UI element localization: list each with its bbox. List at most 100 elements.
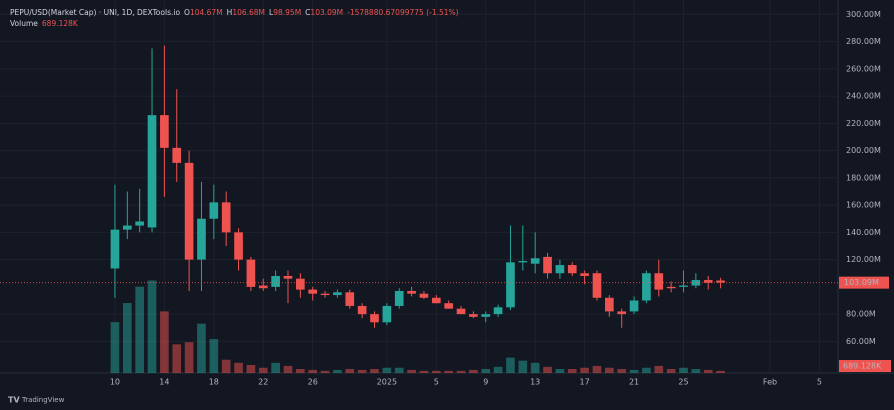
header-value: 98.95M — [273, 8, 301, 17]
candle-body — [679, 285, 688, 287]
x-tick-label: 18 — [209, 378, 219, 387]
candle-body — [543, 256, 552, 274]
volume-bar — [456, 370, 466, 373]
chart-title: PEPU/USD(Market Cap) · UNI, 1D, DEXTools… — [10, 8, 180, 17]
branding: TradingView — [21, 396, 65, 404]
x-tick-label: 21 — [629, 378, 639, 387]
candle-body — [394, 290, 404, 306]
volume-bar — [518, 360, 528, 373]
volume-value: 689.128K — [42, 19, 79, 28]
candle-body — [518, 260, 528, 263]
volume-bar — [110, 322, 120, 373]
y-tick-label: 280.00M — [846, 37, 881, 46]
candle-body — [258, 285, 268, 289]
volume-bar — [160, 311, 169, 373]
candle-body — [221, 202, 231, 233]
header-key: C — [305, 8, 310, 17]
volume-marker-label: 689.128K — [843, 362, 882, 371]
candle-body — [444, 303, 453, 309]
volume-bar — [283, 365, 293, 373]
volume-bar — [419, 370, 429, 373]
volume-bar — [592, 365, 602, 373]
volume-bar — [679, 367, 688, 373]
candle-body — [481, 314, 491, 317]
candle-body — [110, 229, 120, 269]
volume-bar — [543, 366, 552, 373]
y-tick-label: 80.00M — [846, 310, 876, 319]
x-tick-label: 17 — [580, 378, 590, 387]
candle-body — [592, 273, 602, 298]
volume-bar — [271, 362, 280, 373]
candle-body — [605, 297, 614, 312]
x-tick-label: 2025 — [377, 378, 397, 387]
volume-bar — [666, 368, 676, 373]
candle-body — [419, 293, 429, 298]
candle-body — [345, 292, 355, 306]
header-value: 103.09M — [310, 8, 343, 17]
candle-body — [617, 311, 627, 315]
volume-bar — [246, 364, 256, 373]
y-tick-label: 200.00M — [846, 146, 881, 155]
candle-body — [666, 286, 676, 289]
candle-body — [296, 278, 305, 290]
y-tick-label: 240.00M — [846, 92, 881, 101]
candle-body — [407, 290, 416, 294]
candle-body — [716, 280, 725, 283]
volume-bar — [394, 367, 404, 373]
volume-bar — [444, 370, 453, 373]
volume-bar — [320, 370, 330, 373]
candle-body — [567, 265, 577, 274]
y-tick-label: 140.00M — [846, 228, 881, 237]
header-key: H — [227, 8, 233, 17]
x-tick-label: 9 — [483, 378, 488, 387]
candle-body — [493, 307, 503, 315]
volume-bar — [555, 368, 565, 373]
volume-bar — [382, 367, 392, 373]
volume-bar — [197, 323, 206, 373]
candle-body — [246, 259, 256, 287]
volume-bar — [357, 369, 367, 373]
volume-bar — [345, 368, 355, 373]
volume-bar — [370, 368, 379, 373]
y-tick-label: 160.00M — [846, 201, 881, 210]
y-tick-label: 180.00M — [846, 173, 881, 182]
volume-bar — [716, 370, 725, 373]
candle-body — [530, 258, 540, 264]
candle-body — [122, 225, 132, 230]
y-tick-label: 120.00M — [846, 255, 881, 264]
candle-body — [234, 232, 243, 260]
volume-bar — [407, 369, 416, 373]
volume-bar — [308, 369, 318, 373]
candle-body — [320, 293, 330, 296]
x-tick-label: 5 — [817, 378, 822, 387]
volume-legend: Volume 689.128K — [10, 19, 79, 28]
x-tick-label: 22 — [258, 378, 268, 387]
y-tick-label: 220.00M — [846, 119, 881, 128]
candle-body — [703, 280, 713, 283]
candle-body — [209, 202, 219, 219]
volume-bar — [605, 367, 614, 373]
volume-bar — [691, 368, 701, 373]
candle-body — [370, 314, 379, 323]
x-tick-label: 14 — [159, 378, 169, 387]
volume-bar — [506, 357, 515, 373]
candle-body — [184, 162, 194, 260]
candle-body — [642, 273, 651, 301]
price-marker-label: 103.09M — [844, 278, 879, 287]
x-tick-label: 25 — [678, 378, 688, 387]
candle-body — [147, 115, 157, 228]
header: PEPU/USD(Market Cap) · UNI, 1D, DEXTools… — [10, 8, 459, 17]
volume-bar — [530, 362, 540, 373]
x-tick-label: 10 — [110, 378, 120, 387]
candle-body — [308, 289, 318, 294]
candle-body — [431, 297, 441, 304]
header-value: 106.68M — [232, 8, 265, 17]
volume-bar — [493, 366, 503, 373]
volume-bar — [469, 369, 478, 373]
volume-bar — [629, 369, 639, 373]
candle-body — [469, 314, 478, 317]
volume-bar — [617, 368, 627, 373]
volume-bar — [147, 280, 157, 373]
candle-body — [283, 275, 293, 279]
